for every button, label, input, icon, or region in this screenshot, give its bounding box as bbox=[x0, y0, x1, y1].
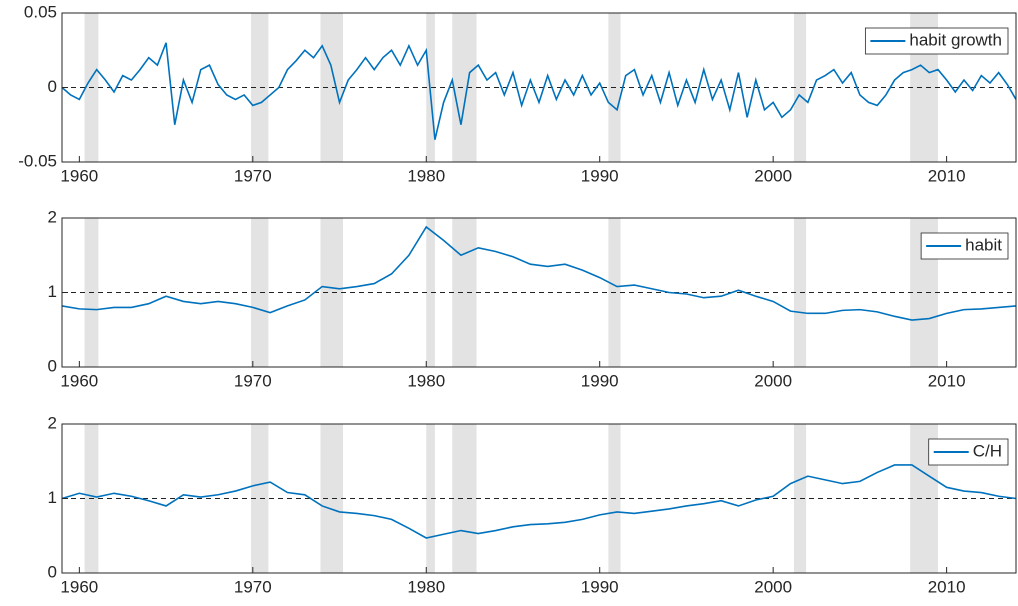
panel: -0.05 0 0.05 1960 1970 1980 1990 2000 2010 habit … bbox=[18, 2, 1017, 185]
x-tick-label: 2000 bbox=[754, 577, 792, 596]
x-tick-label: 1970 bbox=[234, 166, 272, 185]
x-tick-label: 2000 bbox=[754, 166, 792, 185]
x-tick-label: 1970 bbox=[234, 371, 272, 390]
panel: 0 1 2 1960 1970 1980 1990 2000 2010 habit bbox=[48, 207, 1017, 390]
x-tick-label: 1970 bbox=[234, 577, 272, 596]
y-tick-label: 0.05 bbox=[24, 2, 57, 21]
x-tick-label: 1960 bbox=[60, 166, 98, 185]
x-tick-label: 2010 bbox=[928, 577, 966, 596]
x-tick-label: 2000 bbox=[754, 371, 792, 390]
y-tick-label: 0 bbox=[48, 562, 57, 581]
recession-band bbox=[426, 218, 435, 367]
x-tick-label: 1990 bbox=[581, 577, 619, 596]
legend: habit bbox=[920, 232, 1009, 260]
x-tick-label: 1980 bbox=[407, 371, 445, 390]
x-tick-label: 1960 bbox=[60, 371, 98, 390]
panel: 0 1 2 1960 1970 1980 1990 2000 2010 C/H bbox=[48, 413, 1017, 596]
data-line bbox=[61, 225, 1017, 321]
data-line bbox=[61, 42, 1017, 140]
y-tick-label: 2 bbox=[48, 207, 57, 226]
x-tick-label: 2010 bbox=[928, 166, 966, 185]
legend-label: C/H bbox=[973, 441, 1002, 460]
recession-band bbox=[452, 424, 477, 573]
x-tick-label: 1990 bbox=[581, 371, 619, 390]
y-tick-label: 1 bbox=[48, 488, 57, 507]
recession-band bbox=[320, 13, 343, 162]
x-tick-label: 2010 bbox=[928, 371, 966, 390]
recession-band bbox=[251, 13, 269, 162]
recession-band bbox=[452, 13, 477, 162]
recession-band bbox=[320, 218, 343, 367]
recession-band bbox=[251, 424, 269, 573]
data-line bbox=[61, 464, 1017, 539]
recession-band bbox=[251, 218, 269, 367]
y-tick-label: 1 bbox=[48, 282, 57, 301]
y-tick-label: -0.05 bbox=[18, 151, 57, 170]
x-tick-label: 1990 bbox=[581, 166, 619, 185]
legend: C/H bbox=[928, 438, 1009, 466]
legend-label: habit bbox=[965, 235, 1002, 254]
y-tick-label: 0 bbox=[48, 77, 57, 96]
recession-band bbox=[426, 424, 435, 573]
legend: habit growth bbox=[864, 27, 1009, 55]
x-tick-label: 1980 bbox=[407, 577, 445, 596]
y-tick-label: 2 bbox=[48, 413, 57, 432]
y-tick-label: 0 bbox=[48, 356, 57, 375]
legend-label: habit growth bbox=[909, 30, 1002, 49]
recession-band bbox=[452, 218, 477, 367]
recession-band bbox=[320, 424, 343, 573]
x-tick-label: 1960 bbox=[60, 577, 98, 596]
x-tick-label: 1980 bbox=[407, 166, 445, 185]
